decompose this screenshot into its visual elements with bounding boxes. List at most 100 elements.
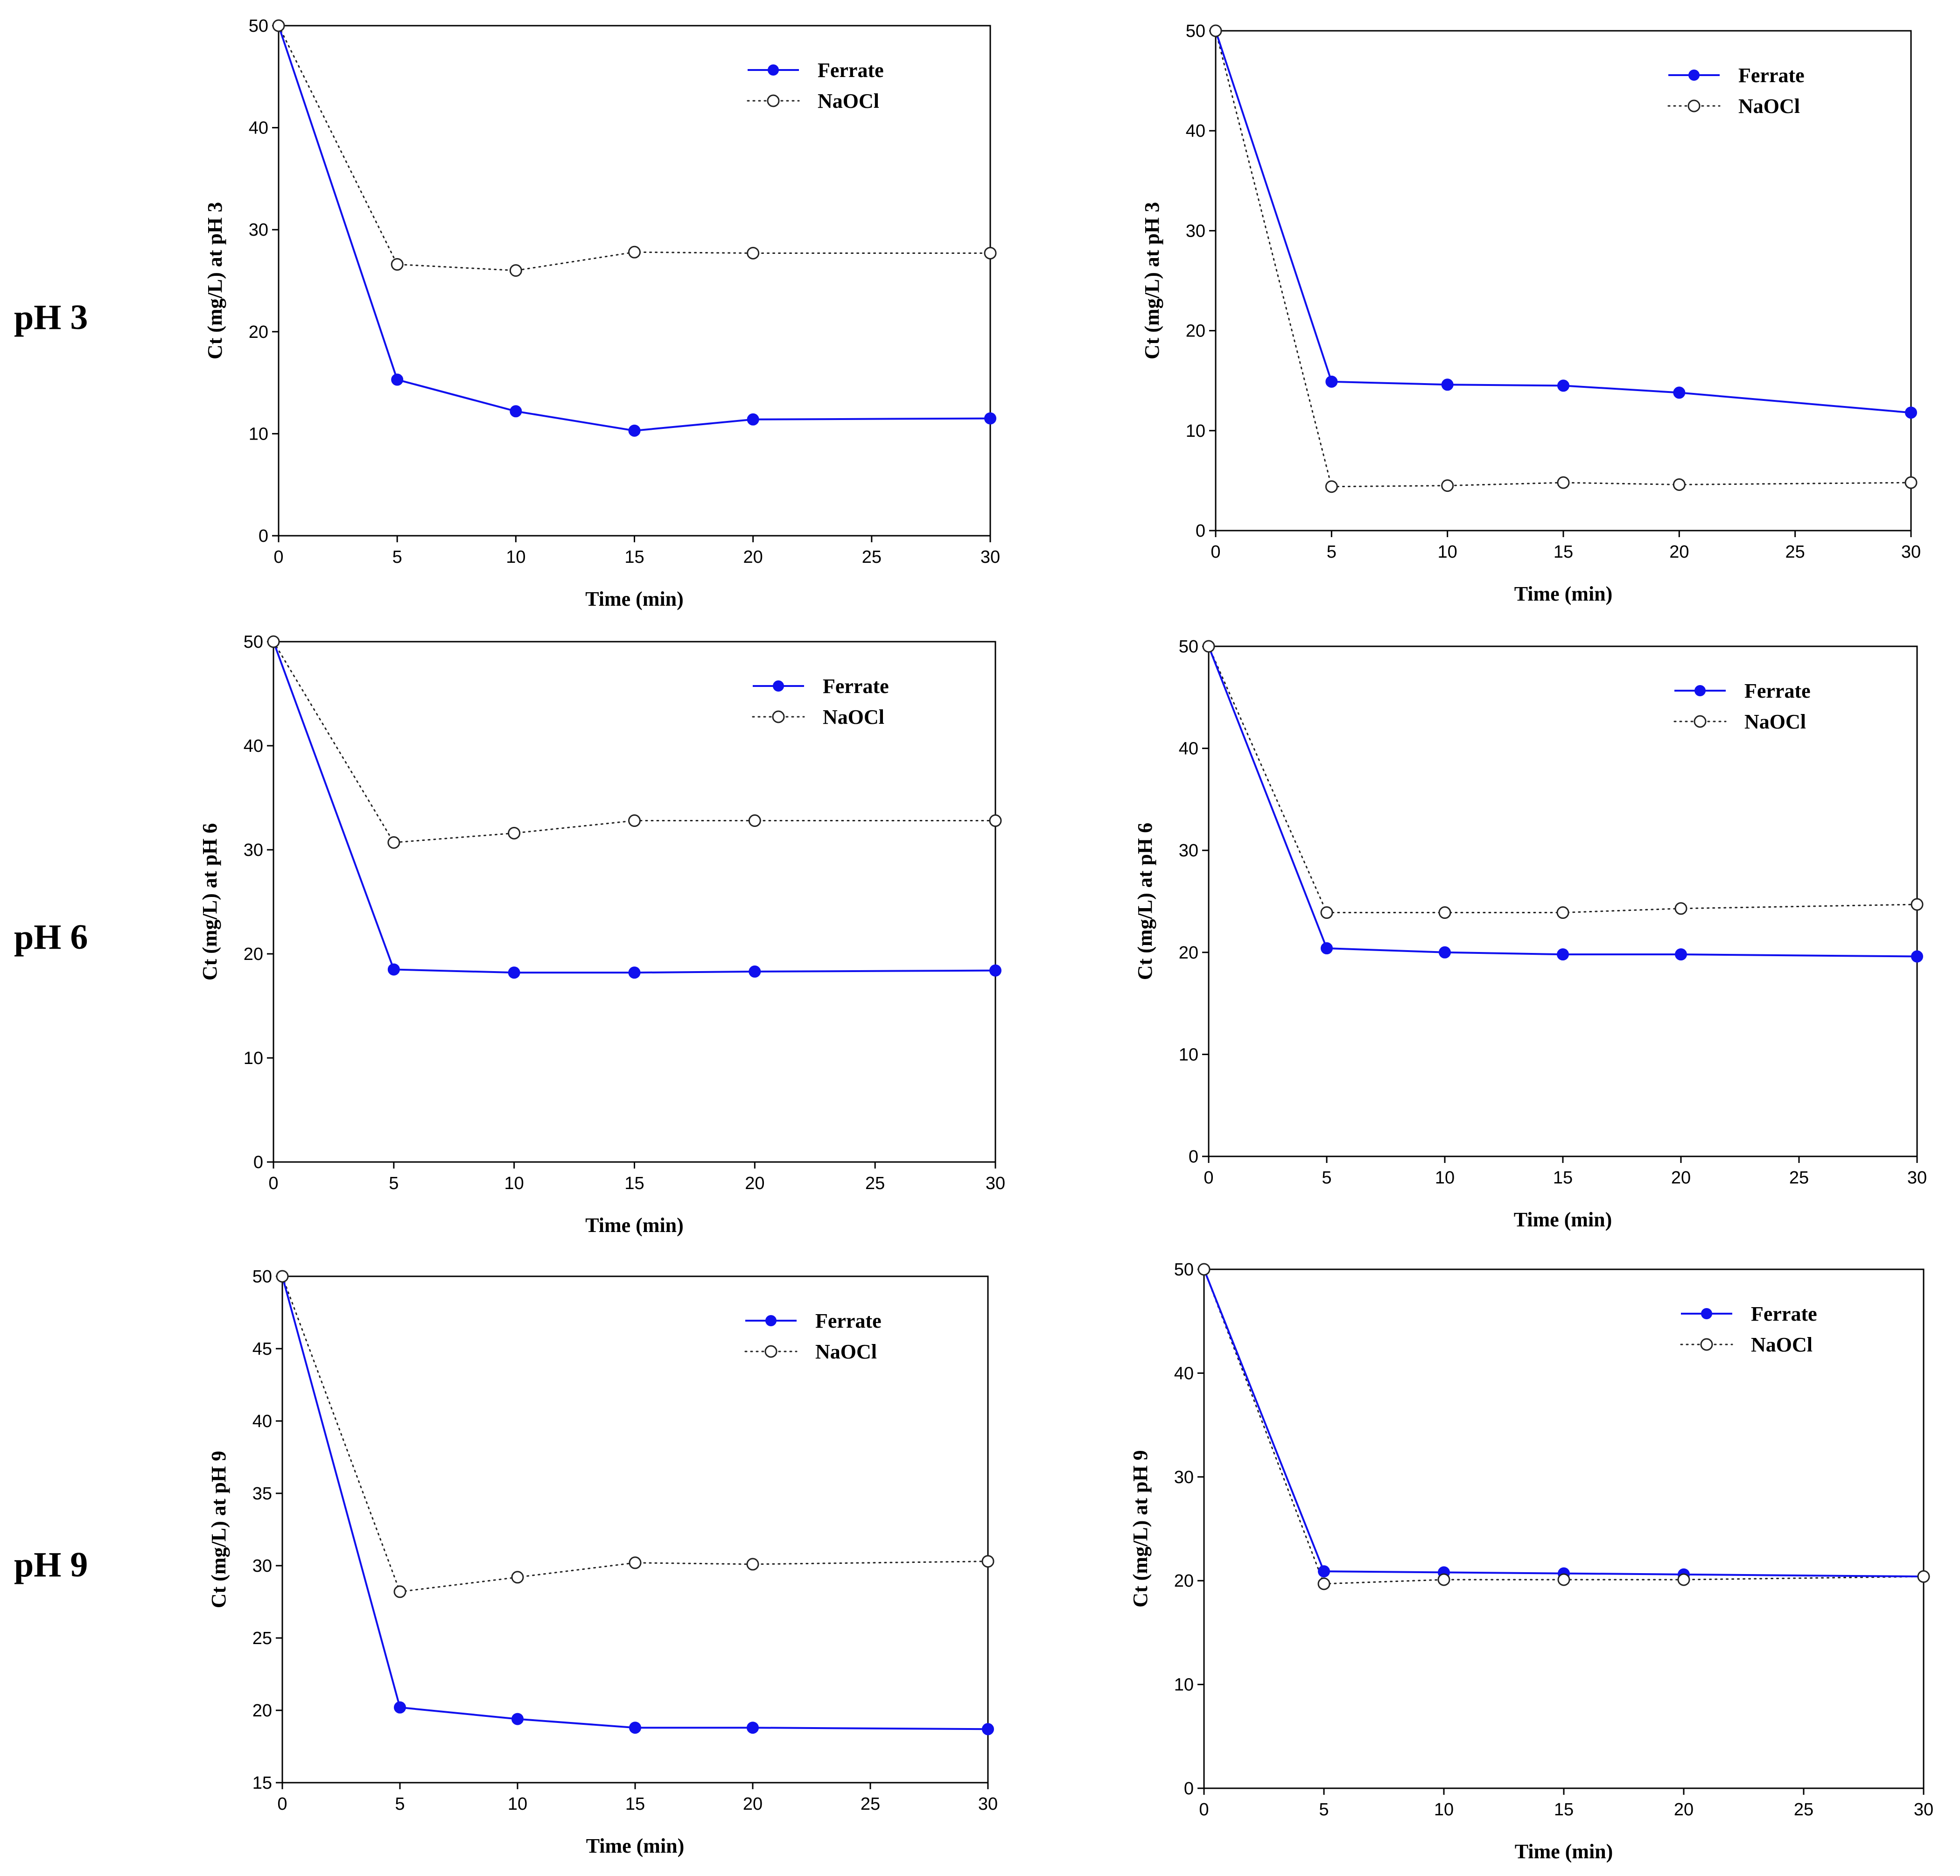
y-tick-label: 0 <box>1196 521 1205 541</box>
y-tick-label: 30 <box>1186 221 1205 241</box>
legend-label-naocl: NaOCl <box>1738 95 1800 118</box>
series-line-ferrate <box>1208 646 1918 958</box>
series-line-naocl <box>1208 645 1918 914</box>
y-tick-label: 50 <box>1179 637 1198 657</box>
x-axis-label: Time (min) <box>586 1834 685 1857</box>
y-tick-label: 20 <box>244 945 263 964</box>
data-point-ferrate <box>989 964 1001 977</box>
data-point-ferrate <box>1321 942 1333 955</box>
y-tick-label: 0 <box>259 526 268 546</box>
y-tick-label: 50 <box>249 16 268 36</box>
x-tick-label: 20 <box>1674 1800 1694 1820</box>
chart-panel-3: 0 5 10 15 20 25 30 0 10 20 30 40 50 Time (min) Ct (mg/… <box>198 632 1005 1237</box>
legend-marker-ferrate <box>1694 685 1706 696</box>
chart-panel-4: 0 5 10 15 20 25 30 0 10 20 30 40 50 Time (min) Ct (mg/… <box>1134 637 1927 1231</box>
plot-frame <box>278 25 991 537</box>
series-line-naocl <box>273 641 996 843</box>
data-point-ferrate <box>749 965 761 978</box>
y-tick-label: 30 <box>252 1556 272 1576</box>
legend-marker-ferrate <box>1688 70 1700 81</box>
data-point-naocl <box>267 635 280 648</box>
data-point-naocl <box>1441 479 1454 492</box>
data-point-naocl <box>1437 1573 1450 1586</box>
legend-label-ferrate: Ferrate <box>815 1309 882 1332</box>
legend-marker-naocl <box>1694 715 1707 728</box>
legend-marker-ferrate <box>768 64 779 76</box>
y-tick-label: 40 <box>1174 1364 1194 1383</box>
y-tick-label: 35 <box>252 1484 272 1504</box>
data-point-naocl <box>393 1585 406 1598</box>
x-tick-label: 20 <box>743 547 763 567</box>
y-tick-label: 0 <box>1189 1147 1198 1167</box>
data-point-naocl <box>1677 1573 1690 1586</box>
y-tick-label: 40 <box>1179 739 1198 759</box>
y-tick-label: 50 <box>252 1267 272 1287</box>
data-point-naocl <box>508 826 521 840</box>
series-line-naocl <box>281 1275 989 1593</box>
series-line-ferrate <box>273 641 996 974</box>
x-tick-label: 20 <box>1671 1168 1691 1188</box>
y-tick-label: 0 <box>1184 1779 1194 1799</box>
data-point-naocl <box>1674 902 1687 915</box>
data-point-naocl <box>1557 1573 1570 1586</box>
y-tick-label: 10 <box>249 424 268 444</box>
data-point-naocl <box>1197 1263 1211 1276</box>
y-tick-label: 20 <box>1179 943 1198 963</box>
x-tick-label: 20 <box>743 1794 763 1814</box>
data-point-naocl <box>509 264 522 277</box>
data-point-naocl <box>984 246 997 259</box>
y-tick-label: 45 <box>252 1339 272 1359</box>
data-point-naocl <box>1557 476 1570 489</box>
data-point-naocl <box>746 1558 759 1571</box>
data-point-ferrate <box>510 405 522 418</box>
data-point-naocl <box>511 1571 524 1584</box>
x-tick-label: 10 <box>1435 1168 1455 1188</box>
data-point-ferrate <box>1318 1565 1330 1578</box>
x-tick-label: 0 <box>1211 542 1220 562</box>
x-tick-label: 10 <box>1434 1800 1454 1820</box>
series-line-ferrate <box>281 1276 988 1730</box>
y-axis-label: Ct (mg/L) at pH 6 <box>198 823 221 980</box>
data-point-naocl <box>1673 478 1686 491</box>
legend-label-ferrate: Ferrate <box>1744 679 1811 702</box>
y-tick-label: 20 <box>252 1701 272 1721</box>
x-tick-label: 20 <box>745 1174 764 1193</box>
x-tick-label: 20 <box>1669 542 1689 562</box>
x-tick-label: 10 <box>508 1794 527 1814</box>
y-tick-label: 40 <box>244 736 263 756</box>
data-point-naocl <box>747 246 760 259</box>
legend-label-ferrate: Ferrate <box>818 59 884 82</box>
y-tick-label: 50 <box>1174 1260 1194 1280</box>
x-tick-label: 0 <box>1199 1800 1209 1820</box>
legend-marker-naocl <box>1700 1338 1713 1351</box>
x-tick-label: 15 <box>1553 1168 1573 1188</box>
data-point-naocl <box>1317 1577 1330 1590</box>
series-line-ferrate <box>1203 1269 1924 1578</box>
series-line-naocl <box>1203 1268 1925 1585</box>
legend-marker-naocl <box>772 710 785 723</box>
x-tick-label: 15 <box>1554 1800 1574 1820</box>
legend-marker-naocl <box>764 1345 777 1358</box>
y-axis-label: Ct (mg/L) at pH 9 <box>207 1451 230 1608</box>
x-tick-label: 15 <box>624 547 644 567</box>
data-point-naocl <box>1438 906 1451 919</box>
data-point-ferrate <box>511 1713 524 1725</box>
data-point-naocl <box>981 1555 994 1568</box>
x-tick-label: 25 <box>861 1794 880 1814</box>
data-point-naocl <box>1325 480 1338 493</box>
data-point-ferrate <box>1911 950 1923 963</box>
chart-panel-2: 0 5 10 15 20 25 30 0 10 20 30 40 50 Time (min) Ct (mg/… <box>1141 21 1921 605</box>
data-point-ferrate <box>1675 948 1687 961</box>
y-tick-label: 50 <box>244 632 263 652</box>
data-point-ferrate <box>747 1722 759 1734</box>
x-tick-label: 10 <box>504 1174 524 1193</box>
series-line-ferrate <box>1215 30 1911 414</box>
data-point-naocl <box>628 245 641 259</box>
y-tick-label: 20 <box>1174 1571 1194 1591</box>
data-point-ferrate <box>982 1723 994 1736</box>
y-tick-label: 40 <box>1186 121 1205 141</box>
y-axis-label: Ct (mg/L) at pH 3 <box>203 202 226 359</box>
data-point-naocl <box>1556 906 1569 919</box>
x-tick-label: 5 <box>1319 1800 1329 1820</box>
